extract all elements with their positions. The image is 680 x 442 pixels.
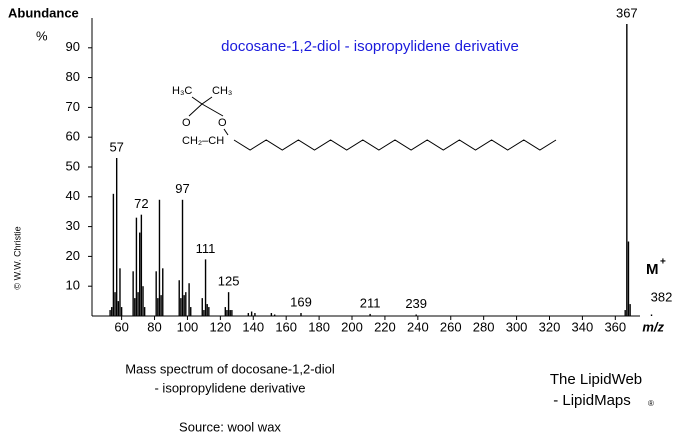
branding: - LipidMaps bbox=[553, 392, 631, 409]
x-tick-label: 80 bbox=[147, 319, 161, 334]
peak-label: 111 bbox=[196, 241, 216, 256]
peak-label: 367 bbox=[616, 5, 638, 20]
x-tick-label: 180 bbox=[308, 319, 330, 334]
molecular-ion-sup: + bbox=[660, 257, 666, 268]
x-axis-label: m/z bbox=[642, 319, 664, 334]
x-tick-label: 140 bbox=[242, 319, 264, 334]
branding-mark: ® bbox=[648, 399, 654, 408]
y-axis-label: Abundance bbox=[8, 5, 79, 20]
structure-label: O bbox=[182, 117, 191, 129]
copyright: © W.W. Christie bbox=[12, 226, 22, 289]
structure-label: O bbox=[218, 117, 227, 129]
caption: - isopropylidene derivative bbox=[154, 380, 305, 395]
y-tick-label: 60 bbox=[66, 129, 80, 144]
x-tick-label: 260 bbox=[440, 319, 462, 334]
source: Source: wool wax bbox=[179, 419, 281, 434]
peak-label: 169 bbox=[290, 294, 312, 309]
x-tick-label: 320 bbox=[539, 319, 561, 334]
x-tick-label: 220 bbox=[374, 319, 396, 334]
peak-label: 97 bbox=[175, 181, 189, 196]
x-tick-label: 120 bbox=[210, 319, 232, 334]
x-tick-label: 300 bbox=[506, 319, 528, 334]
x-tick-label: 60 bbox=[114, 319, 128, 334]
y-tick-label: 30 bbox=[66, 218, 80, 233]
x-tick-label: 340 bbox=[572, 319, 594, 334]
peak-label: 239 bbox=[405, 296, 427, 311]
structure-label: CH₃ bbox=[212, 85, 232, 97]
y-tick-label: 10 bbox=[66, 278, 80, 293]
structure-bonds bbox=[188, 96, 229, 136]
y-tick-label: 80 bbox=[66, 69, 80, 84]
peak-label: 72 bbox=[134, 196, 148, 211]
x-tick-label: 240 bbox=[407, 319, 429, 334]
caption: Mass spectrum of docosane-1,2-diol bbox=[125, 361, 335, 376]
peak-label: 211 bbox=[360, 295, 381, 310]
molecular-ion: M bbox=[646, 261, 659, 278]
x-tick-label: 100 bbox=[177, 319, 199, 334]
peak-label: 125 bbox=[218, 274, 240, 289]
y-tick-label: 90 bbox=[66, 39, 80, 54]
y-tick-label: 50 bbox=[66, 158, 80, 173]
peak-label: 382 bbox=[651, 289, 673, 304]
branding: The LipidWeb bbox=[550, 371, 642, 388]
structure-label: CH₂–CH bbox=[182, 135, 224, 147]
chart-title: docosane-1,2-diol - isopropylidene deriv… bbox=[221, 38, 519, 55]
y-axis-unit: % bbox=[36, 28, 48, 43]
structure-label: H₃C bbox=[172, 85, 192, 97]
y-tick-label: 70 bbox=[66, 99, 80, 114]
structure: H₃C CH₃ O O CH₂–CH bbox=[172, 85, 557, 151]
y-tick-label: 20 bbox=[66, 248, 80, 263]
y-tick-label: 40 bbox=[66, 188, 80, 203]
x-tick-label: 160 bbox=[275, 319, 297, 334]
x-tick-label: 200 bbox=[341, 319, 363, 334]
x-tick-label: 280 bbox=[473, 319, 495, 334]
peak-label: 57 bbox=[109, 139, 123, 154]
structure-chain bbox=[233, 139, 557, 151]
x-tick-label: 360 bbox=[604, 319, 626, 334]
